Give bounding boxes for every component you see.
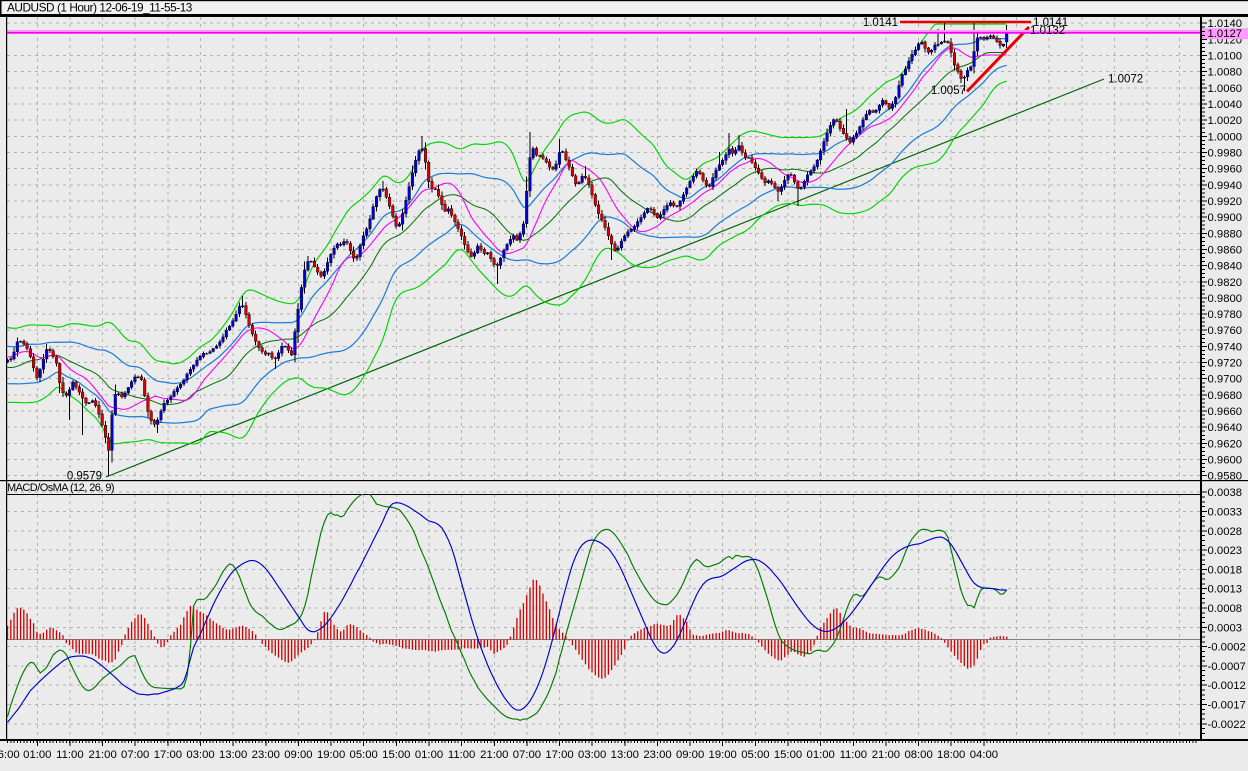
svg-text:0.9640: 0.9640 (1208, 422, 1243, 434)
svg-text:17:00: 17:00 (545, 749, 573, 761)
svg-text:1.0060: 1.0060 (1208, 83, 1243, 95)
svg-text:0.9840: 0.9840 (1208, 261, 1243, 273)
svg-text:21:00: 21:00 (872, 749, 900, 761)
svg-text:13:00: 13:00 (611, 749, 639, 761)
svg-text:0.9920: 0.9920 (1208, 196, 1243, 208)
svg-text:09:00: 09:00 (284, 749, 312, 761)
svg-text:01:00: 01:00 (807, 749, 835, 761)
svg-text:11:00: 11:00 (448, 749, 475, 761)
svg-text:21:00: 21:00 (88, 749, 116, 761)
svg-text:17:00: 17:00 (154, 749, 182, 761)
svg-text:0.9620: 0.9620 (1208, 438, 1243, 450)
svg-text:AUDUSD (1 Hour) 12-06-19_11-55: AUDUSD (1 Hour) 12-06-19_11-55-13 (7, 1, 193, 15)
svg-text:0.0028: 0.0028 (1208, 526, 1243, 538)
svg-text:0.9580: 0.9580 (1208, 471, 1243, 483)
svg-text:0.9780: 0.9780 (1208, 309, 1243, 321)
svg-text:0.0008: 0.0008 (1208, 603, 1243, 615)
svg-text:0.0018: 0.0018 (1208, 564, 1243, 576)
svg-text:19:00: 19:00 (317, 749, 345, 761)
svg-text:05:00: 05:00 (350, 749, 378, 761)
svg-text:1.0080: 1.0080 (1208, 67, 1243, 79)
svg-text:05:00: 05:00 (741, 749, 769, 761)
svg-text:19:00: 19:00 (709, 749, 737, 761)
svg-text:13:00: 13:00 (219, 749, 247, 761)
svg-text:0.9680: 0.9680 (1208, 390, 1243, 402)
svg-text:07:00: 07:00 (121, 749, 149, 761)
svg-text:0.9740: 0.9740 (1208, 341, 1243, 353)
svg-text:1.0141: 1.0141 (863, 17, 898, 29)
svg-text:-0.0022: -0.0022 (1208, 719, 1246, 731)
svg-text:0.9700: 0.9700 (1208, 374, 1243, 386)
svg-text:0.9820: 0.9820 (1208, 277, 1243, 289)
svg-text:0.0023: 0.0023 (1208, 545, 1243, 557)
svg-text:0.9860: 0.9860 (1208, 244, 1243, 256)
svg-text:1.0132: 1.0132 (1030, 25, 1065, 37)
svg-text:-0.0007: -0.0007 (1208, 661, 1246, 673)
svg-text:1.0020: 1.0020 (1208, 115, 1243, 127)
svg-text:1.0140: 1.0140 (1208, 18, 1243, 30)
svg-text:0.0038: 0.0038 (1208, 487, 1243, 499)
svg-text:0.9900: 0.9900 (1208, 212, 1243, 224)
svg-text:16:00: 16:00 (0, 749, 20, 761)
svg-text:1.0000: 1.0000 (1208, 131, 1243, 143)
svg-text:-0.0017: -0.0017 (1208, 700, 1246, 712)
svg-text:0.9760: 0.9760 (1208, 325, 1243, 337)
svg-text:0.0013: 0.0013 (1208, 584, 1243, 596)
svg-text:01:00: 01:00 (23, 749, 51, 761)
svg-text:1.0040: 1.0040 (1208, 99, 1243, 111)
svg-text:01:00: 01:00 (415, 749, 443, 761)
svg-text:1.0100: 1.0100 (1208, 51, 1243, 63)
svg-text:09:00: 09:00 (676, 749, 704, 761)
svg-text:23:00: 23:00 (252, 749, 280, 761)
svg-text:0.9880: 0.9880 (1208, 228, 1243, 240)
svg-text:1.0072: 1.0072 (1108, 74, 1143, 86)
svg-text:0.0033: 0.0033 (1208, 507, 1243, 519)
svg-text:15:00: 15:00 (774, 749, 802, 761)
svg-text:1.0127: 1.0127 (1208, 28, 1243, 40)
svg-text:0.9960: 0.9960 (1208, 164, 1243, 176)
svg-text:0.9579: 0.9579 (67, 471, 102, 483)
svg-text:0.9980: 0.9980 (1208, 148, 1243, 160)
svg-text:1.0141: 1.0141 (1033, 17, 1068, 29)
svg-text:0.9600: 0.9600 (1208, 455, 1243, 467)
svg-text:03:00: 03:00 (578, 749, 606, 761)
svg-text:15:00: 15:00 (382, 749, 410, 761)
svg-text:0.9800: 0.9800 (1208, 293, 1243, 305)
svg-text:04:00: 04:00 (970, 749, 998, 761)
svg-text:03:00: 03:00 (186, 749, 214, 761)
svg-text:-0.0002: -0.0002 (1208, 642, 1246, 654)
svg-text:-0.0012: -0.0012 (1208, 680, 1246, 692)
svg-text:23:00: 23:00 (643, 749, 671, 761)
svg-text:21:00: 21:00 (480, 749, 508, 761)
svg-text:0.9720: 0.9720 (1208, 358, 1243, 370)
svg-text:11:00: 11:00 (56, 749, 83, 761)
svg-text:0.9940: 0.9940 (1208, 180, 1243, 192)
svg-text:1.0057: 1.0057 (931, 85, 966, 97)
svg-text:0.0003: 0.0003 (1208, 622, 1243, 634)
svg-text:11:00: 11:00 (840, 749, 867, 761)
svg-text:MACD/OsMA (12, 26, 9): MACD/OsMA (12, 26, 9) (7, 482, 114, 494)
svg-text:08:00: 08:00 (904, 749, 932, 761)
svg-text:18:00: 18:00 (937, 749, 965, 761)
svg-text:0.9660: 0.9660 (1208, 406, 1243, 418)
svg-text:07:00: 07:00 (513, 749, 541, 761)
